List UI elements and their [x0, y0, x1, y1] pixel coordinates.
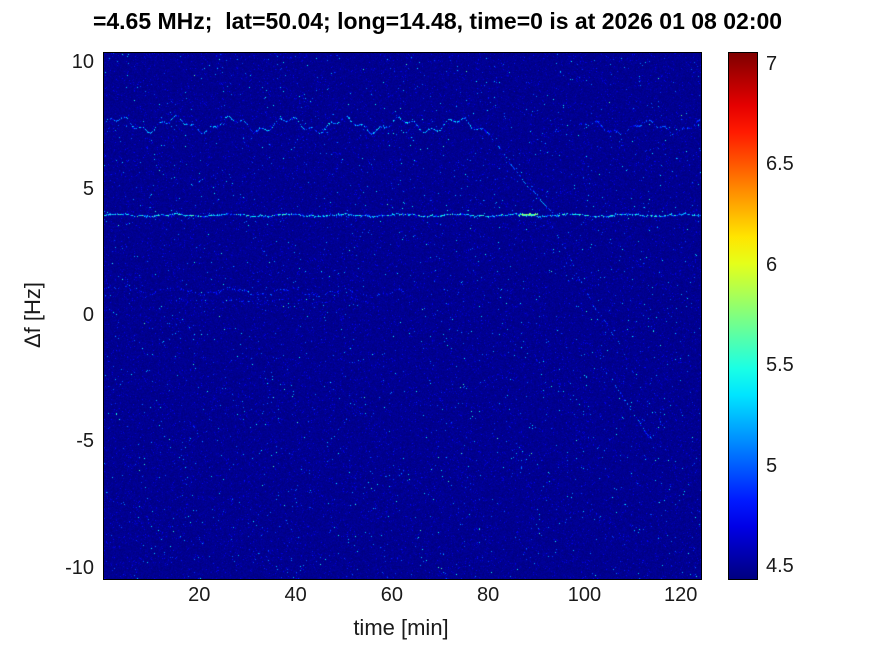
y-tick-label: 10	[71, 51, 94, 74]
colorbar-tick-label: 5.5	[766, 354, 794, 377]
x-tick-label: 80	[477, 584, 500, 606]
y-tick-label: 0	[82, 304, 94, 326]
colorbar-tick-label: 6.5	[766, 153, 794, 176]
y-tick-label: -10	[65, 556, 94, 579]
colorbar	[728, 52, 758, 580]
plot-title: =4.65 MHz; lat=50.04; long=14.48, time=0…	[92, 8, 783, 34]
colorbar-tick-label: 4.5	[766, 554, 794, 577]
heatmap-plot-area	[103, 52, 702, 580]
x-tick-label: 100	[567, 584, 602, 606]
x-axis-label: time [min]	[353, 615, 449, 640]
x-tick-label: 40	[284, 584, 307, 606]
heatmap-canvas	[104, 53, 701, 579]
x-tick-label: 60	[380, 584, 403, 606]
colorbar-tick-label: 6	[766, 253, 778, 276]
x-tick-label: 120	[664, 584, 698, 606]
x-tick-label: 20	[188, 584, 211, 606]
y-tick-label: -5	[76, 430, 94, 453]
colorbar-tick-label: 7	[766, 53, 778, 76]
y-tick-label: 5	[82, 177, 94, 200]
colorbar-tick-label: 5	[766, 454, 778, 477]
